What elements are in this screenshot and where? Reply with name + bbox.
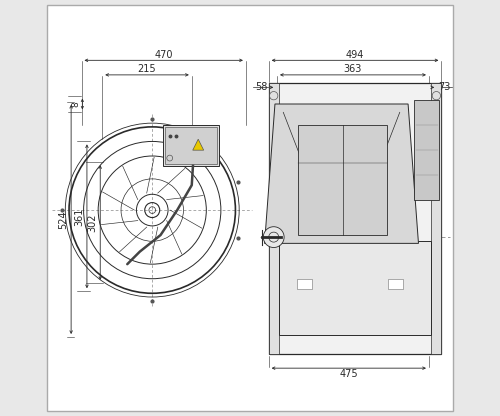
Text: 475: 475 — [340, 369, 358, 379]
Text: 302: 302 — [88, 213, 98, 232]
Bar — [268, 83, 442, 354]
Polygon shape — [264, 104, 418, 243]
Bar — [298, 125, 388, 235]
Text: 470: 470 — [154, 50, 173, 60]
Bar — [431, 83, 442, 354]
Bar — [164, 127, 216, 164]
Text: 524: 524 — [58, 210, 68, 229]
Circle shape — [264, 227, 284, 248]
Text: 58: 58 — [256, 82, 268, 92]
Text: 494: 494 — [346, 50, 364, 60]
Text: 215: 215 — [138, 64, 156, 74]
Text: 361: 361 — [74, 207, 85, 225]
Bar — [414, 100, 440, 200]
FancyBboxPatch shape — [162, 125, 219, 166]
Bar — [388, 279, 403, 289]
Text: 8: 8 — [72, 101, 80, 107]
Text: 363: 363 — [344, 64, 362, 74]
Bar — [268, 83, 279, 354]
Text: 73: 73 — [438, 82, 451, 92]
Bar — [296, 279, 312, 289]
Bar — [279, 241, 431, 335]
Polygon shape — [192, 139, 203, 150]
